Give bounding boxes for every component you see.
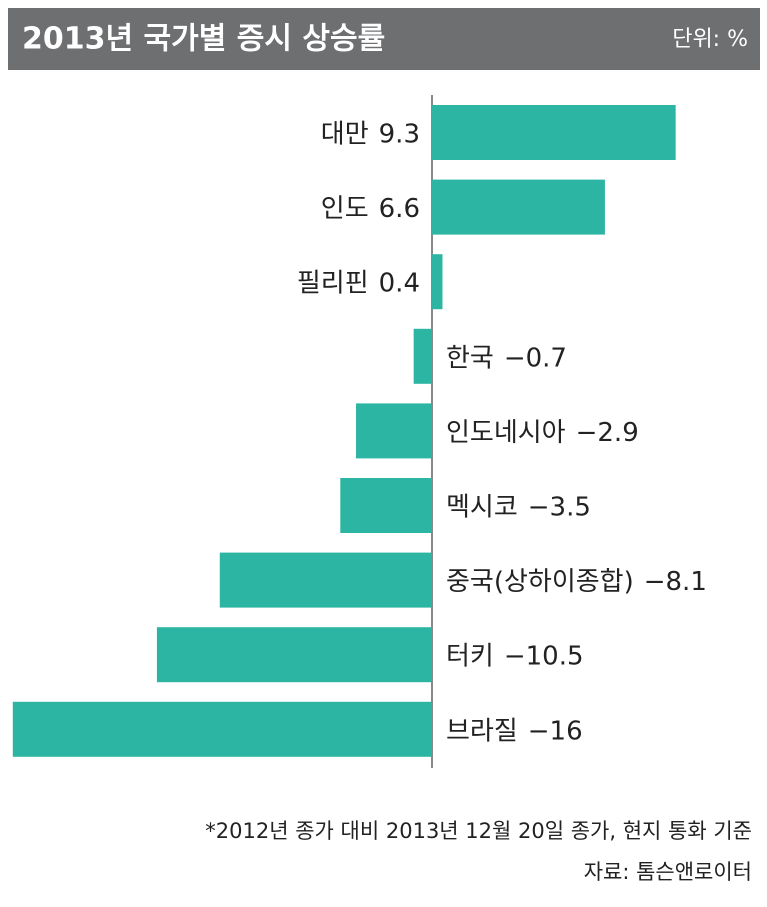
category-label: 필리핀 (297, 268, 369, 298)
category-label: 멕시코 (446, 492, 518, 522)
bar (432, 105, 676, 160)
category-label: 브라질 (446, 716, 518, 746)
bar (413, 328, 432, 384)
bar (356, 403, 432, 459)
value-label: −0.7 (504, 343, 567, 373)
bar-label: 터키 −10.5 (446, 641, 584, 671)
value-label: −10.5 (504, 641, 584, 671)
title-bar (8, 8, 760, 70)
category-label: 중국(상하이종합) (446, 567, 634, 597)
value-label: −3.5 (528, 492, 591, 522)
category-label: 대만 (321, 119, 369, 149)
category-label: 한국 (446, 343, 494, 373)
unit-label: 단위: % (672, 27, 748, 52)
footnote: *2012년 종가 대비 2013년 12월 20일 종가, 현지 통화 기준 (205, 819, 752, 843)
bar (340, 478, 432, 533)
value-label: 0.4 (379, 268, 420, 298)
bar-label: 한국 −0.7 (446, 343, 567, 373)
chart-title: 2013년 국가별 증시 상승률 (22, 22, 385, 57)
source: 자료: 톰슨앤로이터 (584, 860, 752, 884)
bar (432, 254, 443, 310)
bar-label: 인도네시아 −2.9 (446, 417, 639, 447)
bar-label: 브라질 −16 (446, 716, 583, 746)
category-label: 터키 (446, 641, 494, 671)
value-label: 9.3 (379, 119, 420, 149)
bar-label: 멕시코 −3.5 (446, 492, 591, 522)
value-label: −16 (528, 716, 583, 746)
bar (156, 627, 432, 683)
bar (432, 179, 605, 235)
bar-label: 인도 6.6 (321, 194, 420, 224)
value-label: −2.9 (576, 417, 639, 447)
bar-label: 중국(상하이종합) −8.1 (446, 567, 707, 597)
category-label: 인도 (321, 194, 369, 224)
value-label: 6.6 (379, 194, 420, 224)
bar (12, 701, 433, 757)
bar-label: 필리핀 0.4 (297, 268, 420, 298)
bar-label: 대만 9.3 (321, 119, 420, 149)
value-label: −8.1 (644, 567, 707, 597)
category-label: 인도네시아 (446, 417, 566, 447)
bar (219, 552, 432, 608)
